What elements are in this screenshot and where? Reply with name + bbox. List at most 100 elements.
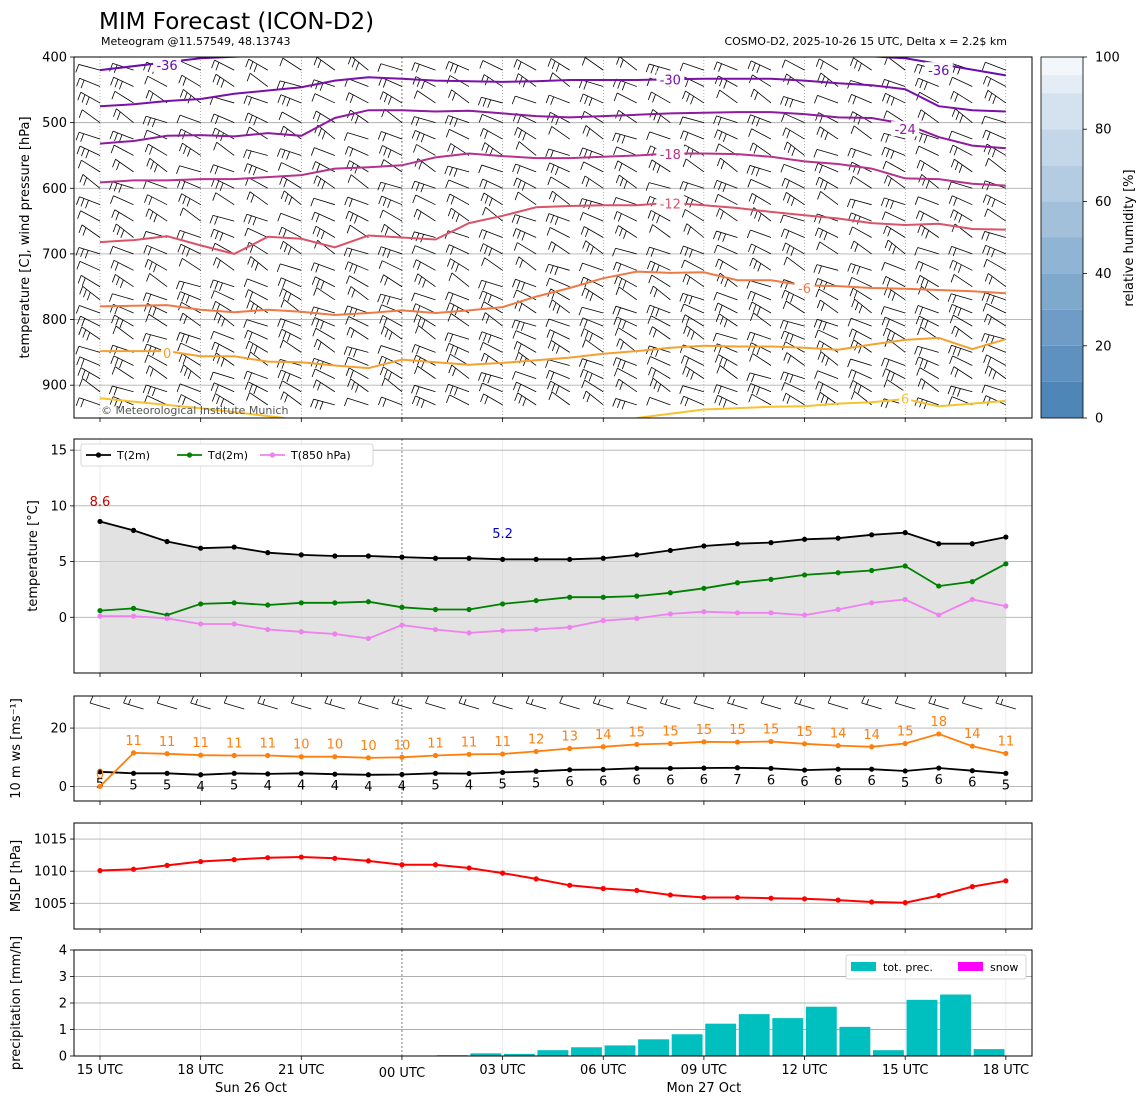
barb-flag: [343, 346, 348, 355]
barb-staff: [717, 129, 738, 140]
data-point: [198, 601, 204, 607]
barb-flag: [713, 292, 718, 301]
barb-staff: [850, 198, 872, 206]
barb-flag: [866, 698, 870, 705]
barb-flag: [612, 306, 617, 315]
barb-staff: [347, 397, 369, 406]
wind-barb: [77, 91, 101, 106]
barb-flag: [592, 695, 597, 704]
barb-staff: [853, 57, 872, 71]
barb-staff: [549, 227, 570, 238]
wind-barb: [545, 213, 570, 226]
barb-staff: [584, 175, 604, 189]
barb-staff: [81, 224, 101, 238]
barb-flag: [147, 294, 152, 303]
barb-flag: [679, 385, 684, 394]
barb-staff: [819, 241, 839, 255]
wind-barb: [142, 292, 168, 303]
barb-staff: [917, 131, 939, 140]
data-point: [130, 527, 137, 533]
barb-flag: [147, 63, 152, 73]
legend-box: [80, 443, 374, 467]
barb-flag: [487, 99, 492, 108]
barb-staff: [984, 115, 1006, 124]
barb-staff: [485, 312, 503, 327]
barb-flag: [646, 304, 651, 314]
barb-staff: [316, 57, 336, 71]
isotherm-label-bg: [924, 62, 953, 78]
barb-flag: [517, 343, 522, 352]
data-label: 11: [125, 734, 142, 749]
barb-staff: [515, 278, 537, 288]
barb-flag: [723, 80, 728, 89]
wind-barb: [582, 339, 604, 353]
barb-flag: [954, 212, 958, 221]
barb-staff: [181, 258, 201, 271]
wind-barb: [545, 370, 570, 381]
wind-barb: [880, 197, 906, 210]
wind-barb: [948, 344, 973, 357]
barb-staff: [819, 58, 839, 71]
data-point: [634, 593, 640, 599]
barb-flag: [484, 396, 489, 405]
data-point: [801, 572, 808, 578]
barb-staff: [347, 346, 369, 353]
barb-flag: [112, 223, 117, 233]
barb-flag: [987, 196, 991, 206]
barb-staff: [651, 274, 671, 288]
barb-flag: [991, 248, 995, 258]
barb-flag: [446, 75, 451, 84]
barb-staff: [179, 332, 201, 340]
wind-barb: [343, 346, 369, 358]
data-point: [97, 867, 103, 874]
barb-staff: [919, 210, 939, 222]
barb-flag: [559, 695, 564, 704]
barb-flag: [449, 385, 454, 395]
barb-flag: [615, 110, 619, 119]
barb-flag: [513, 177, 518, 187]
barb-staff: [458, 702, 480, 710]
barb-flag: [85, 372, 90, 381]
barb-flag: [77, 275, 82, 284]
barb-staff: [954, 108, 973, 123]
barb-flag: [579, 147, 583, 157]
barb-flag: [187, 370, 192, 380]
wind-barb: [545, 263, 570, 276]
barb-flag: [250, 194, 255, 203]
wind-barb: [614, 367, 637, 379]
barb-flag: [693, 695, 698, 704]
barb-flag: [282, 229, 287, 238]
barb-staff: [682, 62, 705, 71]
barb-flag: [852, 371, 857, 380]
wind-barb: [277, 277, 302, 288]
barb-flag: [988, 368, 993, 377]
barb-flag: [514, 191, 519, 201]
wind-barb: [313, 57, 336, 71]
wind-barb: [76, 196, 101, 209]
wind-barb: [479, 290, 503, 303]
wind-barb: [479, 128, 503, 140]
barb-flag: [350, 329, 355, 339]
barb-staff: [684, 314, 705, 327]
wind-barb: [445, 244, 470, 255]
wind-barb: [278, 226, 302, 238]
barb-flag: [345, 275, 350, 284]
barb-staff: [518, 73, 537, 87]
barb-flag: [787, 355, 792, 364]
barb-staff: [951, 246, 973, 255]
barb-staff: [180, 179, 201, 189]
barb-flag: [312, 110, 317, 120]
barb-flag: [248, 97, 252, 106]
precip-bar: [738, 1014, 770, 1056]
data-point: [600, 594, 606, 600]
barb-staff: [617, 327, 638, 340]
barb-flag: [81, 148, 85, 157]
barb-flag: [317, 59, 322, 69]
wind-barb: [984, 273, 1007, 288]
barb-staff: [987, 365, 1007, 379]
barb-staff: [391, 702, 413, 710]
barb-staff: [179, 165, 201, 173]
barb-flag: [114, 132, 118, 142]
barb-staff: [986, 354, 1007, 366]
barb-flag: [243, 278, 248, 287]
